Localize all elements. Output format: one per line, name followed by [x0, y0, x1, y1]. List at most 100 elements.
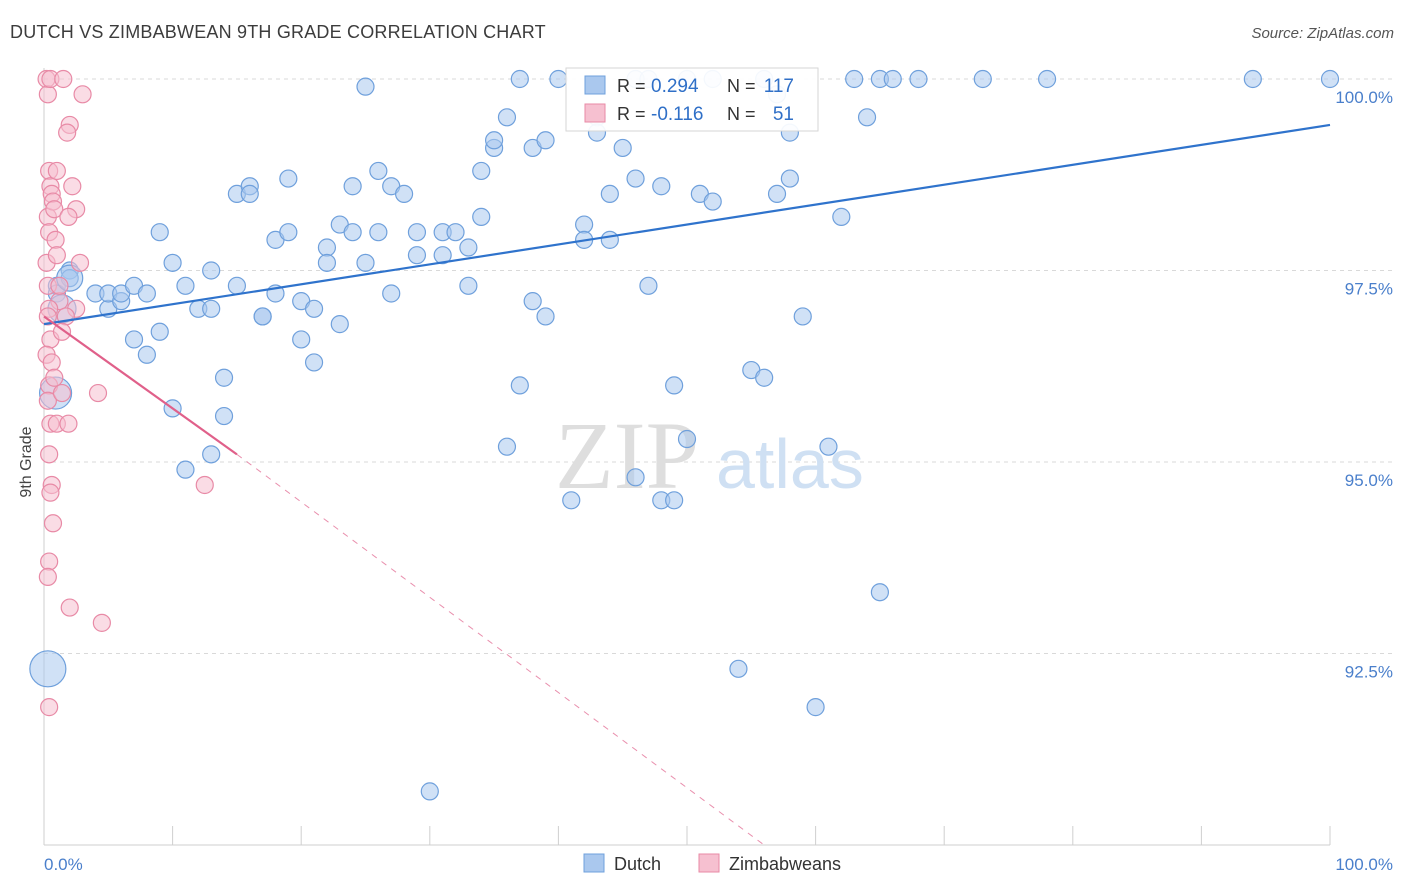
dutch-point	[202, 261, 221, 280]
zimbabwean-point	[59, 207, 78, 226]
zimbabwean-point	[70, 253, 90, 272]
zimbabwean-point	[45, 200, 64, 219]
dutch-point	[626, 169, 645, 188]
dutch-point	[446, 223, 465, 242]
dutch-point	[150, 322, 169, 341]
dutch-point	[600, 184, 619, 203]
stats-r-value: 0.294	[651, 76, 699, 97]
dutch-point	[124, 330, 144, 349]
stats-n-value: 51	[773, 104, 794, 125]
dutch-point	[356, 77, 375, 96]
dutch-point	[665, 376, 684, 395]
zimbabwean-point	[73, 85, 92, 104]
dutch-point	[240, 184, 259, 203]
dutch-point	[703, 192, 722, 211]
zimbabwean-point	[40, 552, 59, 571]
stats-n-label: N =	[727, 104, 756, 124]
dutch-point	[729, 659, 748, 678]
dutch-point	[343, 223, 362, 242]
stats-swatch	[584, 75, 606, 95]
dutch-point	[214, 368, 234, 387]
dutch-point	[150, 223, 169, 242]
zimbabwean-point	[92, 613, 111, 632]
zimbabwean-point	[63, 177, 82, 196]
zimbabwean-point	[38, 391, 57, 410]
y-tick-label: 97.5%	[1345, 280, 1393, 299]
dutch-point	[227, 276, 246, 295]
dutch-point	[1037, 69, 1057, 89]
dutch-point	[755, 368, 774, 387]
dutch-point	[356, 253, 375, 272]
y-axis-title: 9th Grade	[18, 426, 35, 497]
dutch-point	[767, 184, 787, 203]
dutch-point	[639, 276, 658, 295]
zimbabwean-point	[47, 161, 66, 181]
zimbabwean-point	[58, 123, 77, 142]
dutch-point	[382, 284, 401, 303]
dutch-point	[909, 69, 928, 89]
dutch-point	[626, 468, 645, 487]
dutch-point	[536, 131, 555, 150]
dutch-point	[459, 276, 478, 295]
dutch-point	[279, 223, 298, 242]
zimbabwean-point	[46, 230, 65, 249]
legend-label-zimbabweans: Zimbabweans	[729, 854, 841, 874]
dutch-point	[497, 437, 517, 456]
dutch-point	[832, 207, 851, 226]
dutch-point	[459, 238, 478, 257]
zimbabwean-point	[38, 85, 57, 104]
dutch-point	[214, 406, 234, 426]
dutch-point-large	[29, 650, 67, 688]
dutch-point	[292, 330, 311, 349]
zimbabwean-point	[88, 383, 108, 403]
zimbabwean-trend-line	[43, 315, 238, 456]
zimbabwean-point	[40, 698, 59, 717]
dutch-point	[137, 345, 156, 364]
dutch-point	[870, 583, 890, 602]
zimbabwean-point	[54, 69, 73, 89]
dutch-point	[394, 184, 414, 203]
dutch-point	[369, 223, 388, 242]
dutch-point	[1243, 69, 1262, 89]
dutch-point	[253, 307, 272, 326]
dutch-point	[973, 69, 992, 89]
zimbabwean-point	[60, 598, 79, 617]
dutch-point	[562, 491, 581, 510]
dutch-point	[652, 177, 671, 196]
dutch-trend-line	[43, 123, 1331, 326]
stats-box	[565, 67, 819, 132]
dutch-point	[485, 131, 504, 150]
watermark-zip: ZIP	[555, 402, 699, 509]
stats-r-value: -0.116	[651, 104, 703, 125]
chart-title: DUTCH VS ZIMBABWEAN 9TH GRADE CORRELATIO…	[10, 22, 546, 42]
dutch-point	[433, 246, 452, 265]
zimbabwean-point	[40, 445, 59, 464]
dutch-point	[369, 161, 388, 181]
dutch-point	[472, 207, 491, 226]
legend-swatch-zimbabweans	[698, 853, 720, 873]
dutch-point	[407, 223, 427, 242]
stats-n-label: N =	[727, 76, 756, 96]
dutch-point	[575, 215, 594, 234]
zimbabwean-point	[38, 567, 57, 587]
zimbabwean-point	[52, 383, 72, 403]
dutch-point	[472, 161, 491, 181]
dutch-point	[330, 315, 349, 334]
dutch-point	[304, 299, 324, 318]
dutch-point	[202, 299, 221, 318]
dutch-point	[407, 246, 427, 265]
zimbabwean-point	[45, 368, 64, 387]
y-tick-label: 100.0%	[1335, 88, 1393, 107]
x-tick-label-left: 0.0%	[44, 855, 83, 874]
zimbabwean-point	[41, 483, 60, 502]
zimbabwean-trend-line-extension	[236, 453, 765, 846]
dutch-point	[420, 782, 439, 801]
dutch-point	[819, 437, 838, 456]
dutch-point	[523, 292, 542, 311]
stats-n-value: 117	[764, 76, 794, 97]
dutch-point	[510, 376, 529, 395]
dutch-point	[536, 307, 555, 326]
dutch-point	[600, 230, 619, 249]
zimbabwean-point	[38, 307, 57, 326]
